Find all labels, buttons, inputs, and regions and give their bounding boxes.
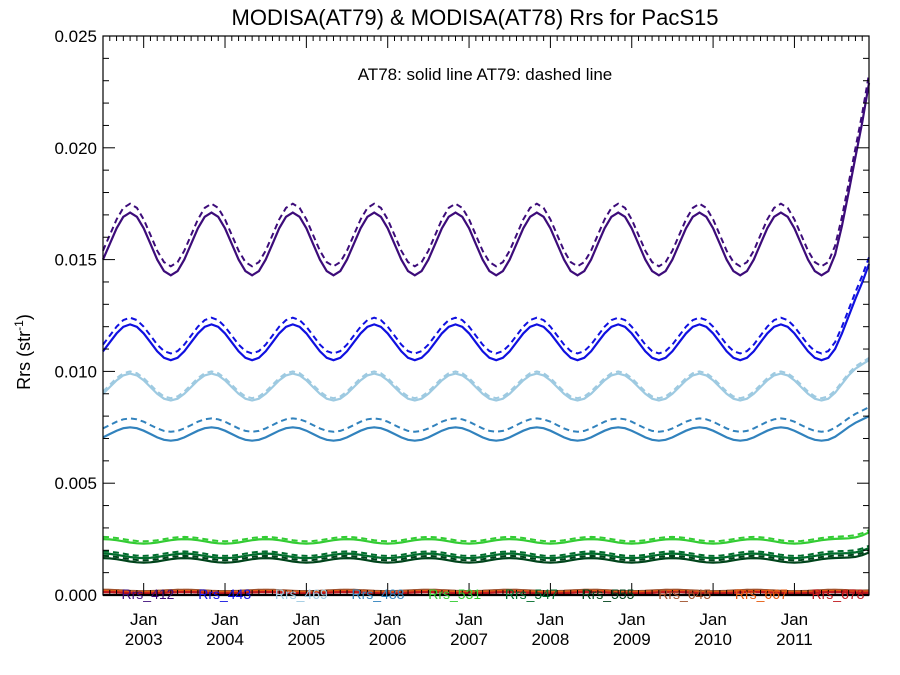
- legend-entry-rrs_678: Rrs_678: [812, 586, 865, 602]
- series-line-rrs_443-at79: [102, 257, 870, 355]
- series-line-rrs_547-at78: [102, 546, 870, 560]
- series-line-rrs_488-at78: [102, 415, 870, 442]
- y-tick-label: 0.015: [54, 251, 97, 270]
- x-tick-label-month: Jan: [211, 610, 238, 629]
- legend-entry-rrs_555: Rrs_555: [582, 586, 635, 602]
- x-tick-label-year: 2007: [450, 630, 488, 649]
- x-tick-label-month: Jan: [130, 610, 157, 629]
- series-line-rrs_678-at79: [102, 591, 870, 595]
- x-tick-label-year: 2005: [287, 630, 325, 649]
- x-tick-label-month: Jan: [618, 610, 645, 629]
- x-tick-label-month: Jan: [455, 610, 482, 629]
- series-line-rrs_443-at78: [102, 263, 871, 362]
- series-line-rrs_469-at78: [102, 359, 870, 402]
- series-line-rrs_547-at79: [102, 544, 870, 557]
- legend-entry-rrs_443: Rrs_443: [198, 586, 251, 602]
- legend-entry-rrs_412: Rrs_412: [122, 586, 175, 602]
- y-axis-label-base: Rrs (str: [14, 331, 34, 390]
- legend-entry-rrs_645: Rrs_645: [658, 586, 711, 602]
- plot-frame: [102, 35, 870, 596]
- legend-entry-rrs_488: Rrs_488: [352, 586, 405, 602]
- x-tick-label-year: 2010: [694, 630, 732, 649]
- x-tick-label-month: Jan: [293, 610, 320, 629]
- x-tick-label-year: 2009: [613, 630, 651, 649]
- x-tick-label-year: 2004: [206, 630, 244, 649]
- series-layer: [101, 73, 871, 595]
- x-tick-label-year: 2008: [531, 630, 569, 649]
- y-tick-label: 0.010: [54, 362, 97, 381]
- x-tick-label-month: Jan: [537, 610, 564, 629]
- y-axis-label: Rrs (str-1): [12, 314, 34, 390]
- axes-layer: 0.0000.0050.0100.0150.0200.025Jan2003Jan…: [54, 27, 870, 649]
- x-tick-label-year: 2006: [369, 630, 407, 649]
- y-axis-label-close: ): [14, 314, 34, 320]
- series-line-rrs_555-at78: [102, 551, 870, 564]
- series-line-rrs_667-at79: [102, 589, 870, 594]
- chart-title: MODISA(AT79) & MODISA(AT78) Rrs for PacS…: [232, 5, 719, 30]
- legend-entry-rrs_469: Rrs_469: [275, 586, 328, 602]
- y-tick-label: 0.005: [54, 474, 97, 493]
- series-line-rrs_412-at78: [101, 82, 871, 277]
- legend-entry-rrs_547: Rrs_547: [505, 586, 558, 602]
- y-tick-label: 0.000: [54, 586, 97, 605]
- x-tick-label-month: Jan: [699, 610, 726, 629]
- series-line-rrs_531-at79: [102, 529, 870, 543]
- series-line-rrs_531-at78: [102, 531, 870, 545]
- series-line-rrs_555-at79: [102, 549, 870, 562]
- x-tick-label-month: Jan: [374, 610, 401, 629]
- legend-entry-rrs_667: Rrs_667: [735, 586, 788, 602]
- line-style-annotation: AT78: solid line AT79: dashed line: [358, 65, 613, 84]
- series-line-rrs_412-at79: [102, 73, 870, 268]
- series-line-rrs_488-at79: [102, 406, 870, 433]
- y-tick-label: 0.020: [54, 139, 97, 158]
- legend: Rrs_412 Rrs_443 Rrs_469 Rrs_488 Rrs_531 Rrs_5…: [122, 586, 865, 602]
- x-tick-label-month: Jan: [781, 610, 808, 629]
- x-tick-label-year: 2003: [125, 630, 163, 649]
- svg-text:Rrs (str-1): Rrs (str-1): [12, 314, 34, 390]
- legend-entry-rrs_531: Rrs_531: [428, 586, 481, 602]
- y-axis-label-sup: -1: [12, 320, 26, 331]
- series-line-rrs_469-at79: [102, 357, 870, 400]
- y-tick-label: 0.025: [54, 27, 97, 46]
- x-tick-label-year: 2011: [776, 630, 813, 649]
